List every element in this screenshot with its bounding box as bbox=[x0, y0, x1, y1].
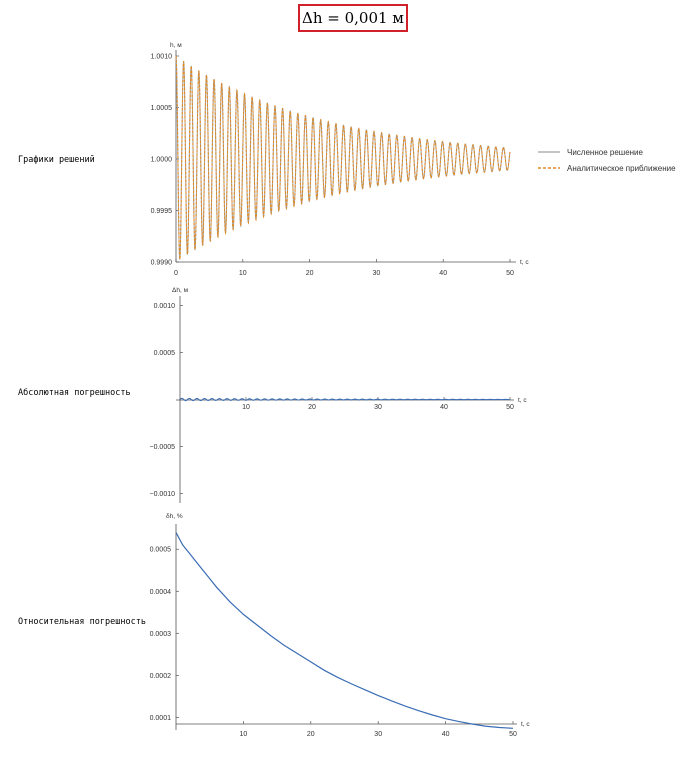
y-tick-label: 0.0005 bbox=[150, 547, 172, 554]
x-tick-label: 30 bbox=[374, 731, 382, 738]
x-tick-label: 40 bbox=[439, 270, 447, 277]
x-axis-label: t, с bbox=[520, 259, 529, 266]
y-tick-label: 0.0003 bbox=[150, 631, 172, 638]
y-tick-label: 1.0005 bbox=[151, 105, 173, 112]
y-tick-label: 0.0005 bbox=[154, 350, 176, 357]
x-axis-label: t, с bbox=[521, 721, 530, 728]
y-tick-label: 0.0001 bbox=[150, 715, 172, 722]
y-tick-label: 1.0010 bbox=[151, 54, 173, 61]
y-axis-label: δh, % bbox=[166, 513, 183, 520]
y-tick-label: −0.0010 bbox=[150, 491, 176, 498]
x-tick-label: 20 bbox=[306, 270, 314, 277]
y-tick-label: −0.0005 bbox=[150, 444, 176, 451]
x-tick-label: 30 bbox=[374, 404, 382, 411]
series-rel-error-line bbox=[175, 532, 514, 729]
x-tick-label: 10 bbox=[239, 270, 247, 277]
x-tick-label: 10 bbox=[240, 731, 248, 738]
row-label-rel-error: Относительная погрешность bbox=[18, 617, 146, 627]
x-tick-label: 30 bbox=[373, 270, 381, 277]
y-tick-label: 0.0004 bbox=[150, 589, 172, 596]
x-tick-label: 40 bbox=[442, 731, 450, 738]
x-tick-label: 20 bbox=[307, 731, 315, 738]
x-tick-label: 40 bbox=[440, 404, 448, 411]
legend: Численное решение Аналитическое приближен… bbox=[538, 148, 676, 173]
row-label-solutions: Графики решений bbox=[18, 155, 95, 165]
x-tick-label: 0 bbox=[174, 270, 178, 277]
legend-label-numeric: Численное решение bbox=[567, 148, 644, 157]
x-tick-label: 10 bbox=[242, 404, 250, 411]
legend-label-analytic: Аналитическое приближение bbox=[567, 164, 676, 173]
y-tick-label: 0.0002 bbox=[150, 673, 172, 680]
page-title: Δh = 0,001 м bbox=[302, 9, 404, 27]
y-axis-label: Δh, м bbox=[172, 287, 189, 294]
x-tick-label: 50 bbox=[506, 270, 514, 277]
y-tick-label: 0.9990 bbox=[151, 260, 173, 267]
x-tick-label: 50 bbox=[509, 731, 517, 738]
y-tick-label: 0.0010 bbox=[154, 303, 176, 310]
series-abs-error-line bbox=[179, 397, 511, 402]
y-tick-label: 1.0000 bbox=[151, 157, 173, 164]
absolute-error-chart: Δh, м t, с −0.0010 −0.0005 0.0005 0.0010 10 20 3… bbox=[150, 287, 527, 503]
series-analytic-line bbox=[175, 55, 511, 260]
x-tick-label: 20 bbox=[308, 404, 316, 411]
x-tick-label: 50 bbox=[506, 404, 514, 411]
row-label-abs-error: Абсолютная погрешность bbox=[18, 388, 131, 398]
title-box: Δh = 0,001 м bbox=[298, 4, 408, 32]
relative-error-chart: δh, % t, с 0.0001 0.0002 0.0003 0.0004 0.0005 1… bbox=[150, 513, 531, 738]
y-axis-label: h, м bbox=[170, 42, 182, 49]
y-tick-label: 0.9995 bbox=[151, 208, 173, 215]
solutions-chart: h, м t, с 0.9990 0.9995 1.0000 1.0005 1.0010 0 1… bbox=[151, 42, 530, 277]
x-axis-label: t, с bbox=[518, 397, 527, 404]
